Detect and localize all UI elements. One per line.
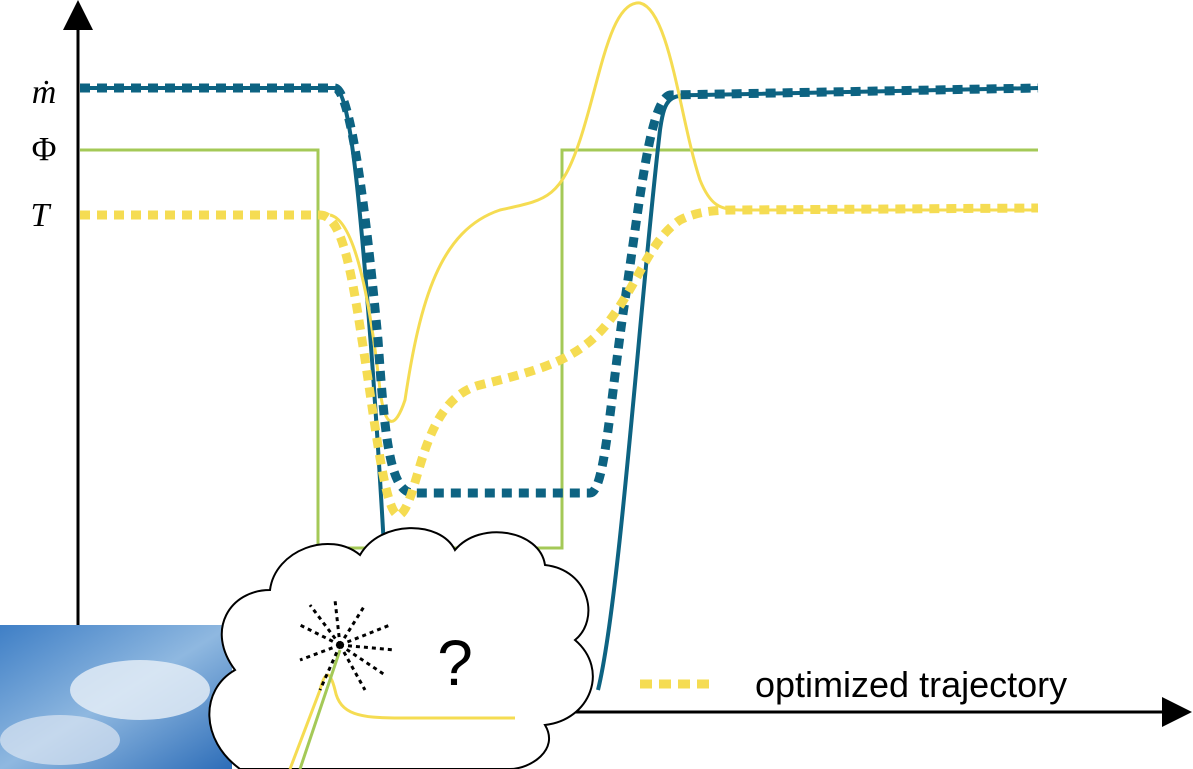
fireworks-icon (299, 599, 396, 691)
cloud-curve (298, 649, 342, 769)
phi-label: Φ (32, 131, 57, 168)
legend-label: optimized trajectory (755, 664, 1067, 705)
temperature-optimized (80, 203, 1039, 520)
question-mark: ? (437, 627, 473, 699)
temperature-label: T (31, 197, 52, 234)
sky-cloud (70, 660, 210, 720)
sky-cloud (0, 715, 120, 765)
mdot-optimized (80, 83, 1039, 498)
thought-cloud (208, 527, 594, 769)
cloud-curve (288, 673, 515, 769)
mdot-label: ṁ (32, 74, 57, 111)
